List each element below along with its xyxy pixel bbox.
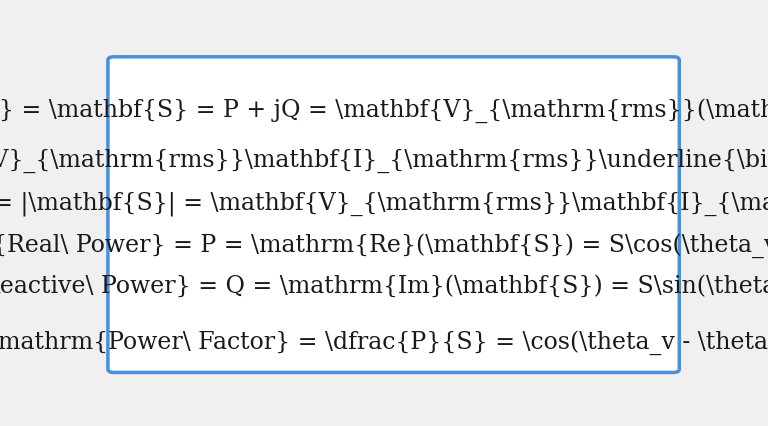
Text: = \mathbf{V}_{\mathrm{rms}}\mathbf{I}_{\mathrm{rms}}\underline{\big/\theta_v - \: = \mathbf{V}_{\mathrm{rms}}\mathbf{I}_{\… [0, 149, 768, 173]
Text: \mathrm{Apparent\ Power} = S = |\mathbf{S}| = \mathbf{V}_{\mathrm{rms}}\mathbf{I: \mathrm{Apparent\ Power} = S = |\mathbf{… [0, 191, 768, 216]
FancyBboxPatch shape [108, 58, 680, 373]
Text: \mathrm{Reactive\ Power} = Q = \mathrm{Im}(\mathbf{S}) = S\sin(\theta_v - \theta: \mathrm{Reactive\ Power} = Q = \mathrm{I… [0, 273, 768, 298]
Text: \mathrm{Real\ Power} = P = \mathrm{Re}(\mathbf{S}) = S\cos(\theta_v - \theta_i): \mathrm{Real\ Power} = P = \mathrm{Re}(\… [0, 232, 768, 257]
Text: \mathrm{Complex\ Power} = \mathbf{S} = P + jQ = \mathbf{V}_{\mathrm{rms}}(\mathb: \mathrm{Complex\ Power} = \mathbf{S} = P… [0, 98, 768, 123]
Text: \mathrm{Power\ Factor} = \dfrac{P}{S} = \cos(\theta_v - \theta_i): \mathrm{Power\ Factor} = \dfrac{P}{S} = … [0, 329, 768, 354]
